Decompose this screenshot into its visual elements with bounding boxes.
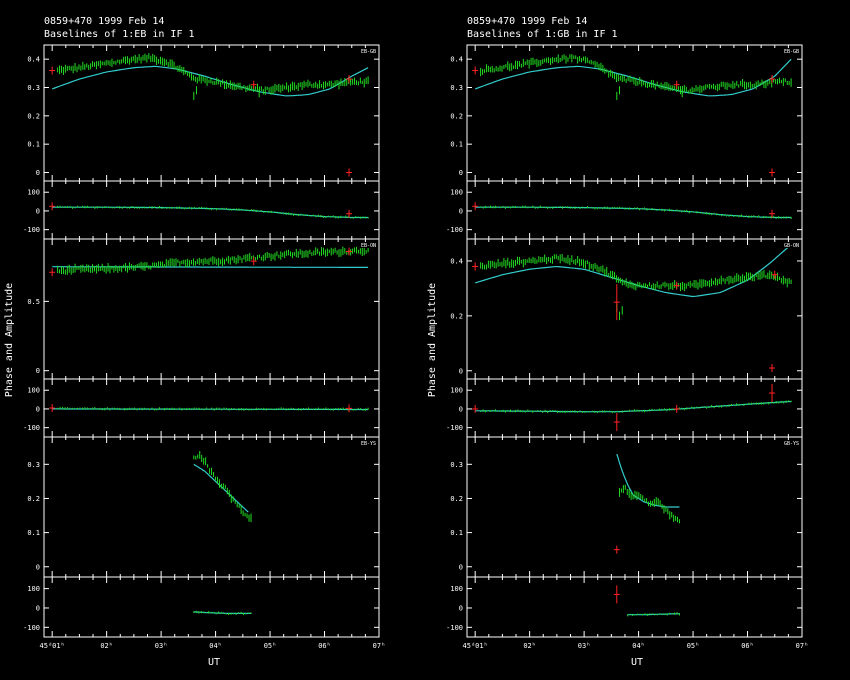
figure-1: 0 0.1 0.2 0.3 0.4 100 0 -100 EB-GB 0 0.2 0.4 100 0 -10… [446,44,809,650]
fig0-xtick-label: 07ʰ [373,642,386,650]
fig0-panel0-amp-model-curve [51,65,369,97]
fig1-panel0-amp-ytick-label: 0.3 [450,84,463,92]
fig0-panel0-baseline-label: EB-GB [361,49,376,55]
fig0-panel2-amp-ytick-label: 0.1 [27,529,40,537]
fig0-panel1-amp-ytick-label: 0.5 [27,298,40,306]
left-xlabel: UT [208,657,220,668]
fig0-xtick-label: 02ʰ [100,642,113,650]
fig0-panel1-amp-ytick-label: 0 [36,367,40,375]
fig0-panel1-baseline-label: EB-ON [361,243,376,249]
fig1-panel0-phase-ytick-label: 0 [459,207,463,215]
fig0-panel2-phase-ytick-label: -100 [23,624,40,632]
fig0-panel0-amp-ytick-label: 0.1 [27,141,40,149]
fig1-xtick-label: 07ʰ [796,642,809,650]
fig1-panel2-baseline-box [784,440,801,446]
fig0-panel-2: 0 0.1 0.2 0.3 100 0 -100 EB-YS [23,436,380,638]
fig1-panel2-phase-model-curve [627,613,680,616]
fig1-panel0-phase-ytick-label: 100 [450,189,463,197]
fig1-panel0-amp-ytick-label: 0 [459,169,463,177]
fig1-xtick-label: 02ʰ [523,642,536,650]
fig0-panel0-amp-ytick-label: 0.2 [27,112,40,120]
fig0-panel0-amp-ytick-label: 0 [36,169,40,177]
right-xlabel: UT [631,657,643,668]
fig1-xtick-label: 06ʰ [741,642,754,650]
figure-0: 0 0.1 0.2 0.3 0.4 100 0 -100 EB-GB 0 0.5 100 0 -100 EB… [23,44,386,650]
fig1-panel1-baseline-label: GB-ON [784,243,799,249]
fig0-panel1-baseline-box [361,242,378,248]
fig0-panel1-phase-ytick-label: -100 [23,424,40,432]
right-ylabel: Phase and Amplitude [427,283,438,397]
fig0-xtick-label: 05ʰ [264,642,277,650]
left-header-baselines: Baselines of 1:EB in IF 1 [44,29,195,40]
fig1-panel-1: 0 0.2 0.4 100 0 -100 GB-ON [446,238,803,438]
fig1-panel0-phase-ytick-label: -100 [446,226,463,234]
fig0-panel2-phase-frame [43,576,380,638]
fig1-panel1-phase-ytick-label: -100 [446,424,463,432]
fig1-xtick-label: 03ʰ [578,642,591,650]
fig0-panel0-phase-ytick-label: 100 [27,189,40,197]
right-header-source: 0859+470 1999 Feb 14 [467,16,587,27]
fig0-panel2-amp-ytick-label: 0 [36,563,40,571]
fig0-panel2-phase-ytick-label: 100 [27,585,40,593]
fig1-xtick-label: 04ʰ [632,642,645,650]
fig1-panel2-amp-ytick-label: 0.3 [450,461,463,469]
fig1-panel2-phase-ytick-label: 100 [450,585,463,593]
fig1-panel0-baseline-label: EB-GB [784,49,799,55]
fig1-panel0-amp-ytick-label: 0.2 [450,112,463,120]
fig1-panel2-amp-ytick-label: 0 [459,563,463,571]
right-header-baselines: Baselines of 1:GB in IF 1 [467,29,618,40]
fig0-panel0-phase-ytick-label: 0 [36,207,40,215]
fig1-panel2-baseline-label: GB-YS [784,441,799,447]
fig1-panel0-amp-model-curve [474,58,792,97]
fig0-panel0-baseline-box [361,48,378,54]
fig0-panel2-baseline-label: EB-YS [361,441,376,447]
fig0-panel1-phase-ytick-label: 0 [36,405,40,413]
fig0-panel1-phase-ytick-label: 100 [27,387,40,395]
fig1-panel1-amp-ytick-label: 0 [459,367,463,375]
fig1-panel2-phase-frame [466,576,803,638]
fig1-panel-2: 0 0.1 0.2 0.3 100 0 -100 GB-YS [446,436,803,638]
fig0-panel1-amp-model-curve [52,266,369,268]
fig0-xtick-label: 06ʰ [318,642,331,650]
fig1-panel1-phase-ytick-label: 0 [459,405,463,413]
fig0-xtick-label: 03ʰ [155,642,168,650]
fig1-panel1-phase-ytick-label: 100 [450,387,463,395]
left-ylabel: Phase and Amplitude [4,283,15,397]
fig0-panel0-amp-ytick-label: 0.3 [27,84,40,92]
fig0-xtick-label: 04ʰ [209,642,222,650]
fig1-panel1-amp-ytick-label: 0.2 [450,312,463,320]
fig1-panel2-phase-ytick-label: -100 [446,624,463,632]
fig1-panel0-amp-ytick-label: 0.1 [450,141,463,149]
fig0-panel2-amp-ytick-label: 0.3 [27,461,40,469]
fig1-panel2-amp-ytick-label: 0.1 [450,529,463,537]
fig1-panel-0: 0 0.1 0.2 0.3 0.4 100 0 -100 EB-GB [446,44,803,240]
fig0-panel-0: 0 0.1 0.2 0.3 0.4 100 0 -100 EB-GB [23,44,380,240]
fig1-panel0-baseline-box [784,48,801,54]
fig1-panel2-amp-ytick-label: 0.2 [450,495,463,503]
fig1-panel0-amp-ytick-label: 0.4 [450,56,463,64]
fig0-panel2-baseline-box [361,440,378,446]
fig1-panel1-amp-ytick-label: 0.4 [450,257,463,265]
fig0-xtick-label: 45ᵈ01ʰ [40,642,65,650]
fig1-panel1-amp-model-curve [475,244,792,298]
fig0-panel2-phase-ytick-label: 0 [36,604,40,612]
fig0-panel0-amp-ytick-label: 0.4 [27,56,40,64]
left-header-source: 0859+470 1999 Feb 14 [44,16,164,27]
fig1-panel2-phase-ytick-label: 0 [459,604,463,612]
fig1-xtick-label: 05ʰ [687,642,700,650]
fig1-panel1-baseline-box [784,242,801,248]
fig0-panel-1: 0 0.5 100 0 -100 EB-ON [23,238,380,438]
fig1-xtick-label: 45ᵈ01ʰ [463,642,488,650]
fig0-panel2-amp-ytick-label: 0.2 [27,495,40,503]
fig0-panel0-phase-ytick-label: -100 [23,226,40,234]
